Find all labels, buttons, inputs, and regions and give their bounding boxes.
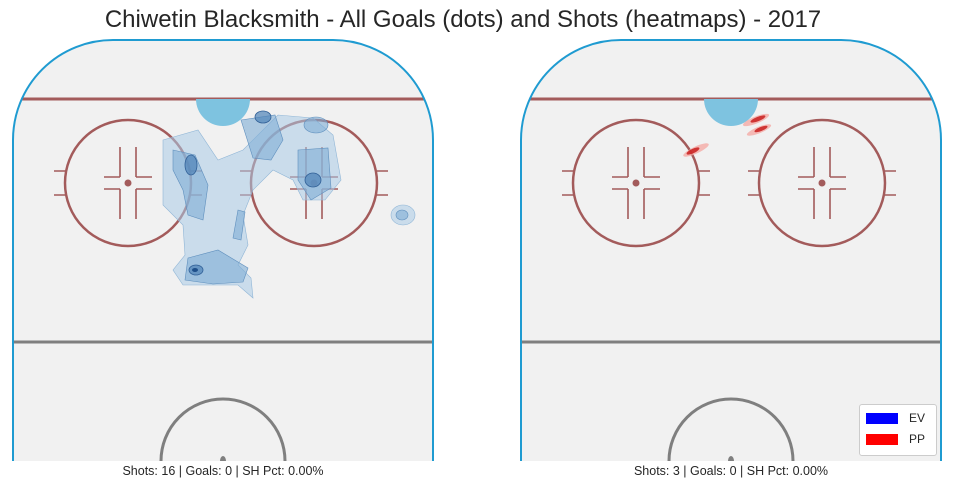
faceoff-circle-right bbox=[748, 118, 896, 248]
center-circle bbox=[159, 397, 287, 461]
goal-crease bbox=[704, 99, 758, 126]
center-dot bbox=[220, 456, 226, 461]
legend: EV PP bbox=[859, 404, 937, 456]
center-dot bbox=[728, 456, 734, 461]
chart-title: Chiwetin Blacksmith - All Goals (dots) a… bbox=[104, 6, 822, 33]
shot-heatmap-pp bbox=[683, 113, 772, 157]
legend-label-ev: EV bbox=[909, 411, 926, 425]
shot-stats-caption-pp: Shots: 3 | Goals: 0 | SH Pct: 0.00% bbox=[633, 464, 829, 478]
rink-boards bbox=[520, 39, 942, 461]
shot-heatmap-ev bbox=[162, 110, 416, 299]
rink-panel-ev bbox=[12, 39, 434, 461]
faceoff-circle-left bbox=[562, 118, 710, 248]
rink-boards bbox=[12, 39, 434, 461]
center-circle bbox=[667, 397, 795, 461]
rink-panel-pp bbox=[520, 39, 942, 461]
goal-crease bbox=[196, 99, 250, 126]
legend-swatch-ev bbox=[866, 413, 898, 424]
shot-stats-caption-ev: Shots: 16 | Goals: 0 | SH Pct: 0.00% bbox=[122, 464, 324, 478]
legend-label-pp: PP bbox=[909, 432, 926, 446]
legend-swatch-pp bbox=[866, 434, 898, 445]
ice-surface bbox=[521, 40, 941, 461]
